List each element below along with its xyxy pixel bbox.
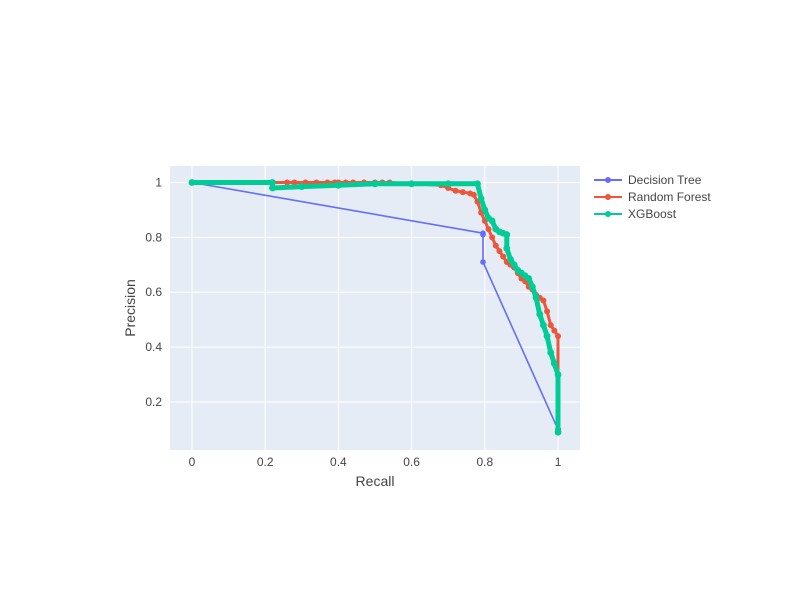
data-point: [485, 226, 492, 233]
legend-item[interactable]: Random Forest: [594, 190, 711, 204]
x-tick-label: 0.4: [330, 455, 347, 469]
series-layer: [188, 179, 562, 436]
series-xgboost: [188, 179, 562, 436]
data-point: [503, 244, 511, 252]
legend-marker: [605, 211, 611, 217]
data-point: [492, 242, 499, 249]
legend-marker: [605, 177, 611, 183]
y-axis-title: Precision: [122, 279, 138, 337]
data-point: [529, 283, 536, 291]
data-point: [551, 327, 558, 334]
data-point: [536, 310, 544, 318]
data-point: [188, 179, 196, 186]
data-point: [284, 179, 291, 186]
y-tick-label: 1: [155, 175, 162, 189]
legend-item[interactable]: Decision Tree: [594, 173, 702, 187]
data-point: [550, 360, 558, 367]
data-point: [525, 275, 533, 282]
data-point: [503, 231, 511, 238]
legend-marker: [605, 194, 611, 200]
data-point: [269, 179, 276, 186]
data-point: [298, 183, 306, 190]
legend-label: Decision Tree: [628, 173, 702, 187]
plot-area: [170, 166, 580, 450]
data-point: [532, 294, 540, 302]
data-point: [269, 184, 276, 192]
data-point: [477, 195, 485, 203]
data-point: [488, 217, 496, 225]
y-tick-label: 0.6: [145, 285, 162, 299]
data-point: [452, 187, 459, 194]
y-tick-label: 0.2: [145, 395, 162, 409]
x-tick-label: 0.6: [403, 455, 420, 469]
data-point: [539, 321, 547, 329]
y-tick-label: 0.4: [145, 340, 162, 354]
data-point: [547, 349, 555, 356]
data-point: [544, 308, 551, 315]
legend-label: XGBoost: [628, 207, 677, 221]
x-tick-label: 0: [189, 455, 196, 469]
y-axis-ticks: 0.2 0.4 0.6 0.8 1: [145, 175, 162, 409]
data-point: [547, 322, 554, 329]
legend-item[interactable]: XGBoost: [594, 207, 677, 221]
data-point: [291, 179, 298, 186]
data-point: [510, 261, 518, 269]
data-point: [470, 191, 477, 198]
data-point: [334, 181, 342, 189]
data-point: [554, 371, 562, 378]
data-point: [507, 255, 514, 263]
data-point: [474, 180, 481, 188]
data-point: [500, 253, 507, 260]
legend-label: Random Forest: [628, 190, 711, 204]
data-point: [480, 231, 486, 238]
data-point: [481, 206, 489, 214]
data-point: [555, 333, 562, 340]
x-tick-label: 1: [555, 455, 562, 469]
x-tick-label: 0.8: [476, 455, 493, 469]
data-point: [496, 248, 503, 255]
data-point: [459, 189, 466, 196]
data-point: [408, 180, 416, 188]
data-point: [554, 428, 562, 436]
legend: Decision Tree Random Forest XGBoost: [594, 173, 711, 221]
data-point: [540, 297, 547, 304]
data-point: [543, 332, 551, 340]
x-axis-ticks: 0 0.2 0.4 0.6 0.8 1: [189, 455, 562, 469]
data-point: [371, 180, 379, 188]
data-point: [480, 259, 486, 265]
y-tick-label: 0.8: [145, 230, 162, 244]
data-point: [489, 234, 496, 241]
x-tick-label: 0.2: [257, 455, 274, 469]
data-point: [444, 180, 452, 188]
x-axis-title: Recall: [356, 473, 395, 489]
